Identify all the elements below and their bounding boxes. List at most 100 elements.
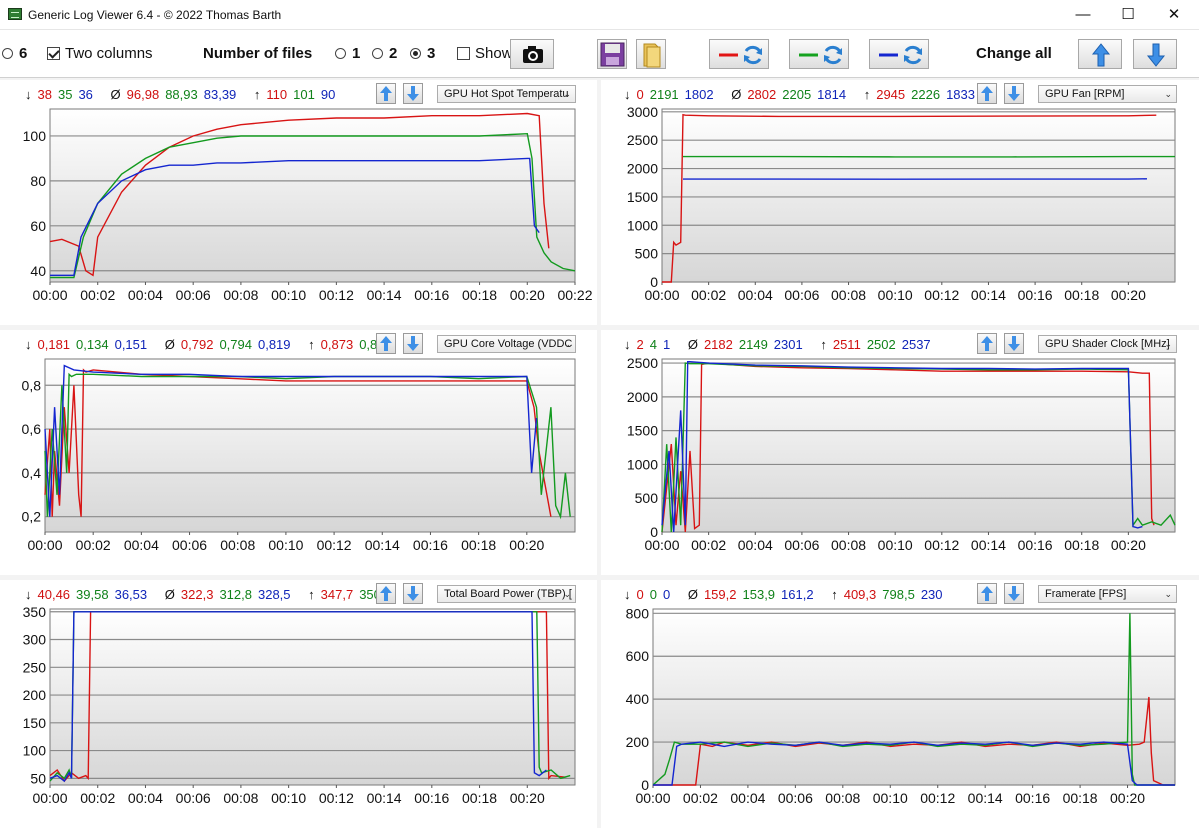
x-tick-label: 00:14 [367, 287, 402, 303]
panel-down-button[interactable] [1004, 333, 1024, 354]
series-line-blue [44, 364, 538, 517]
minimize-button[interactable]: — [1075, 6, 1091, 23]
min-blue: 36,53 [114, 587, 148, 602]
radio-6-circle[interactable] [2, 48, 13, 59]
x-tick-label: 00:04 [738, 287, 773, 303]
avg-red: 159,2 [703, 587, 737, 602]
x-tick-label: 00:12 [317, 537, 352, 553]
chevron-down-icon: ⌄ [563, 89, 571, 99]
x-tick-label: 00:18 [1064, 287, 1099, 303]
radio-6[interactable]: 6 [2, 45, 27, 62]
two-columns-check[interactable] [47, 47, 60, 60]
move-down-all-button[interactable] [1133, 39, 1177, 69]
x-tick-label: 00:06 [784, 537, 819, 553]
panel-up-button[interactable] [376, 583, 396, 604]
panel-down-button[interactable] [1004, 83, 1024, 104]
plot-area [49, 108, 576, 283]
maximize-button[interactable]: ☐ [1121, 6, 1135, 23]
channel-select-value: Framerate [FPS] [1045, 588, 1127, 600]
panel-down-button[interactable] [1004, 583, 1024, 604]
channel-select[interactable]: Total Board Power (TBP) [⌄ [437, 585, 576, 603]
close-button[interactable]: ✕ [1167, 6, 1181, 23]
panel-up-button[interactable] [977, 83, 997, 104]
x-tick-label: 00:12 [924, 287, 959, 303]
panel-up-button[interactable] [977, 333, 997, 354]
show-check[interactable] [457, 47, 470, 60]
channel-select[interactable]: GPU Core Voltage (VDDC ⌄ [437, 335, 576, 353]
min-green: 39,58 [76, 587, 109, 602]
screenshot-button[interactable] [510, 39, 554, 69]
avg-blue: 83,39 [203, 87, 237, 102]
avg-symbol-icon: Ø [731, 87, 742, 102]
panel-up-button[interactable] [376, 333, 396, 354]
max-blue: 90 [320, 87, 336, 102]
move-up-all-button[interactable] [1078, 39, 1122, 69]
avg-green: 312,8 [219, 587, 252, 602]
y-tick-label: 1500 [627, 423, 658, 439]
panel-up-button[interactable] [977, 583, 997, 604]
x-tick-label: 00:08 [223, 790, 258, 806]
y-tick-label: 150 [23, 715, 47, 731]
open-folder-button[interactable] [636, 39, 666, 69]
chevron-down-icon: ⌄ [563, 589, 571, 599]
blue-refresh-button[interactable] [869, 39, 929, 69]
channel-select[interactable]: GPU Fan [RPM] ⌄ [1038, 85, 1177, 103]
max-red: 409,3 [843, 587, 877, 602]
x-tick-label: 00:04 [730, 790, 765, 806]
channel-select[interactable]: GPU Hot Spot Temperatu ⌄ [437, 85, 576, 103]
avg-symbol-icon: Ø [164, 587, 175, 602]
min-arrow-icon: ↓ [25, 587, 32, 602]
chevron-down-icon: ⌄ [1164, 339, 1172, 349]
channel-select[interactable]: GPU Shader Clock [MHz] ⌄ [1038, 335, 1177, 353]
files-radio-2[interactable]: 2 [372, 45, 397, 62]
arrow-up-icon [380, 586, 392, 601]
x-tick-label: 00:00 [635, 790, 670, 806]
y-tick-label: 600 [626, 648, 650, 664]
line-chart: 0,2 0,4 0,6 0,8 00:00 00:02 00:04 00:06 00:08 00:… [22, 358, 576, 553]
arrow-down-icon [407, 86, 419, 101]
panel-down-button[interactable] [403, 583, 423, 604]
x-tick-label: 00:22 [557, 287, 592, 303]
show-checkbox[interactable]: Show [457, 45, 513, 62]
avg-green: 88,93 [165, 87, 198, 102]
panel-down-button[interactable] [403, 333, 423, 354]
green-refresh-button[interactable] [789, 39, 849, 69]
series-line-red [661, 362, 1155, 533]
line-chart: 50 100 150 200 250 300 350 00:00 00:02 00:04 00:06… [23, 604, 576, 806]
files-radio-1[interactable]: 1 [335, 45, 360, 62]
y-tick-label: 0,6 [22, 421, 42, 437]
files-radio-3-circle[interactable] [410, 48, 421, 59]
plot-area [661, 108, 1176, 283]
x-tick-label: 00:16 [1018, 287, 1053, 303]
min-arrow-icon: ↓ [25, 87, 32, 102]
arrow-up-icon [981, 586, 993, 601]
panel-down-button[interactable] [403, 83, 423, 104]
show-label: Show [475, 45, 513, 62]
files-radio-1-circle[interactable] [335, 48, 346, 59]
max-arrow-icon: ↑ [863, 87, 871, 102]
chevron-down-icon: ⌄ [563, 339, 571, 349]
channel-select-value: Total Board Power (TBP) [ [444, 588, 572, 600]
two-columns-checkbox[interactable]: Two columns [47, 45, 153, 62]
x-tick-label: 00:04 [128, 287, 163, 303]
x-tick-label: 00:10 [271, 790, 306, 806]
x-tick-label: 00:20 [509, 537, 544, 553]
max-blue: 1833 [946, 87, 975, 102]
save-button[interactable] [597, 39, 627, 69]
x-tick-label: 00:14 [968, 790, 1003, 806]
files-radio-2-circle[interactable] [372, 48, 383, 59]
x-tick-label: 00:08 [831, 537, 866, 553]
chart-panel-shader-clock: ↓ 2 4 1 Ø 2182 2149 2301 ↑ 2511 2502 2537 GPU Sha… [601, 330, 1199, 575]
max-arrow-icon: ↑ [253, 87, 261, 102]
min-blue: 36 [78, 87, 93, 102]
chart-panel-framerate: ↓ 0 0 0 Ø 159,2 153,9 161,2 ↑ 409,3 798,5 230 Fra… [601, 580, 1199, 828]
channel-select[interactable]: Framerate [FPS] ⌄ [1038, 585, 1177, 603]
max-red: 2945 [876, 87, 906, 102]
x-tick-label: 00:02 [691, 537, 726, 553]
red-refresh-button[interactable] [709, 39, 769, 69]
x-tick-label: 00:18 [462, 790, 497, 806]
y-tick-label: 40 [30, 263, 46, 279]
panel-up-button[interactable] [376, 83, 396, 104]
files-radio-3[interactable]: 3 [410, 45, 435, 62]
series-line-green [50, 132, 576, 279]
